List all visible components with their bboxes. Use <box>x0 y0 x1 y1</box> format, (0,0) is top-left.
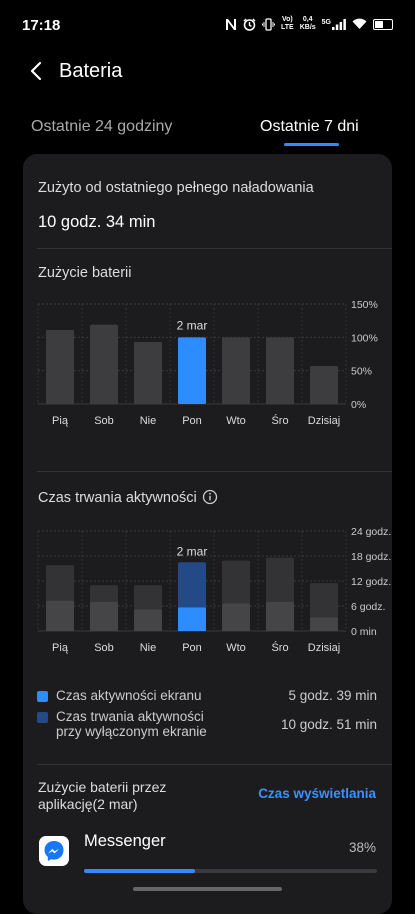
legend-screen-on: Czas aktywności ekranu 5 godz. 39 min <box>37 688 377 703</box>
divider <box>37 764 392 765</box>
legend-swatch <box>37 691 48 702</box>
summary-label: Zużyto od ostatniego pełnego naładowania <box>38 180 314 196</box>
legend-label: Czas aktywności ekranu <box>56 688 202 703</box>
bar-segment-screen-on <box>178 607 206 631</box>
x-tick-label: Dzisiaj <box>308 415 340 427</box>
legend-value: 10 godz. 51 min <box>280 717 377 732</box>
y-tick-label: 24 godz. <box>351 526 391 538</box>
bar-segment-screen-off <box>266 557 294 602</box>
battery-usage-title: Zużycie baterii <box>38 265 132 281</box>
page-title: Bateria <box>59 60 123 82</box>
status-bar: 17:18 Vo) LTE 0,4 KB/s 5G <box>0 0 415 52</box>
divider <box>37 471 392 472</box>
x-tick-label: Wto <box>226 415 246 427</box>
app-usage-progress <box>84 869 377 873</box>
x-tick-label: Wto <box>226 642 246 654</box>
bar-highlight-label: 2 mar <box>177 318 208 332</box>
app-header: Bateria <box>0 52 415 92</box>
display-time-toggle[interactable]: Czas wyświetlania <box>258 786 376 801</box>
bar <box>134 342 162 404</box>
bar-segment-screen-off <box>134 585 162 610</box>
back-arrow-icon[interactable] <box>26 60 48 82</box>
bar-segment-screen-off <box>178 562 206 608</box>
messenger-logo-icon <box>44 841 64 861</box>
y-tick-label: 100% <box>351 332 378 344</box>
bar-segment-screen-off <box>310 583 338 618</box>
app-percent: 38% <box>348 840 376 855</box>
app-name: Messenger <box>84 832 166 850</box>
net-speed: 0,4 KB/s <box>299 16 316 31</box>
x-tick-label: Śro <box>271 414 288 427</box>
battery-icon <box>373 18 393 30</box>
vibrate-icon <box>262 17 275 31</box>
y-tick-label: 50% <box>351 366 372 378</box>
status-icons: Vo) LTE 0,4 KB/s 5G <box>225 16 393 32</box>
summary-value: 10 godz. 34 min <box>38 213 156 231</box>
x-tick-label: Pon <box>182 415 202 427</box>
bar-segment-screen-on <box>266 601 294 631</box>
activity-time-title: Czas trwania aktywności <box>38 490 197 506</box>
y-tick-label: 0% <box>351 399 366 411</box>
x-tick-label: Pią <box>52 415 69 427</box>
bar-segment-screen-off <box>46 565 74 601</box>
legend-label: Czas trwania aktywności przy wyłączonym e… <box>56 709 207 739</box>
wifi-icon <box>352 18 367 29</box>
app-usage-title: Zużycie baterii przez aplikację(2 mar) <box>38 779 167 812</box>
legend-value: 5 godz. 39 min <box>288 688 377 703</box>
bar-segment-screen-on <box>134 609 162 631</box>
battery-card: Zużyto od ostatniego pełnego naładowania… <box>23 154 392 914</box>
bar <box>178 337 206 404</box>
bar-segment-screen-on <box>46 600 74 631</box>
bar-segment-screen-on <box>222 603 250 631</box>
bar <box>222 337 250 404</box>
x-tick-label: Nie <box>140 642 157 654</box>
status-time: 17:18 <box>22 17 61 34</box>
alarm-icon <box>243 17 256 31</box>
y-tick-label: 0 min <box>351 626 377 638</box>
y-tick-label: 6 godz. <box>351 601 385 613</box>
x-tick-label: Sob <box>94 642 114 654</box>
bar <box>310 366 338 404</box>
x-tick-label: Śro <box>271 641 288 654</box>
bar-segment-screen-on <box>310 617 338 631</box>
active-tab-indicator <box>284 143 339 146</box>
app-usage-progress-fill <box>84 869 196 873</box>
nfc-icon <box>226 18 236 30</box>
tab-last-24-hours[interactable]: Ostatnie 24 godziny <box>31 118 173 135</box>
battery-usage-chart[interactable]: 0% 50% 100% 150% Pią Sob Nie 2 mar Pon Wto Śro Dzis… <box>23 292 392 432</box>
volte-indicator: Vo) LTE <box>281 16 294 31</box>
bar-segment-screen-off <box>222 560 250 604</box>
home-indicator[interactable] <box>133 887 282 891</box>
bar-segment-screen-off <box>90 585 118 602</box>
bar-segment-screen-on <box>90 601 118 631</box>
bar <box>90 324 118 404</box>
x-tick-label: Pon <box>182 642 202 654</box>
period-tabs: Ostatnie 24 godziny Ostatnie 7 dni <box>0 118 415 148</box>
y-tick-label: 150% <box>351 299 378 311</box>
bar-highlight-label: 2 mar <box>177 544 208 558</box>
legend-screen-off: Czas trwania aktywności przy wyłączonym e… <box>37 709 377 739</box>
legend-swatch <box>37 712 48 723</box>
messenger-app-icon <box>39 836 69 866</box>
info-icon[interactable] <box>202 489 218 505</box>
tab-last-7-days[interactable]: Ostatnie 7 dni <box>260 118 359 135</box>
activity-time-chart[interactable]: 0 min 6 godz. 12 godz. 18 godz. 24 godz. Pią S… <box>23 519 392 659</box>
divider <box>37 248 392 249</box>
bar <box>46 330 74 404</box>
x-tick-label: Dzisiaj <box>308 642 340 654</box>
x-tick-label: Sob <box>94 415 114 427</box>
bar <box>266 337 294 404</box>
y-tick-label: 12 godz. <box>351 576 391 588</box>
x-tick-label: Nie <box>140 415 157 427</box>
signal-icon: 5G <box>322 18 346 30</box>
y-tick-label: 18 godz. <box>351 551 391 563</box>
x-tick-label: Pią <box>52 642 69 654</box>
